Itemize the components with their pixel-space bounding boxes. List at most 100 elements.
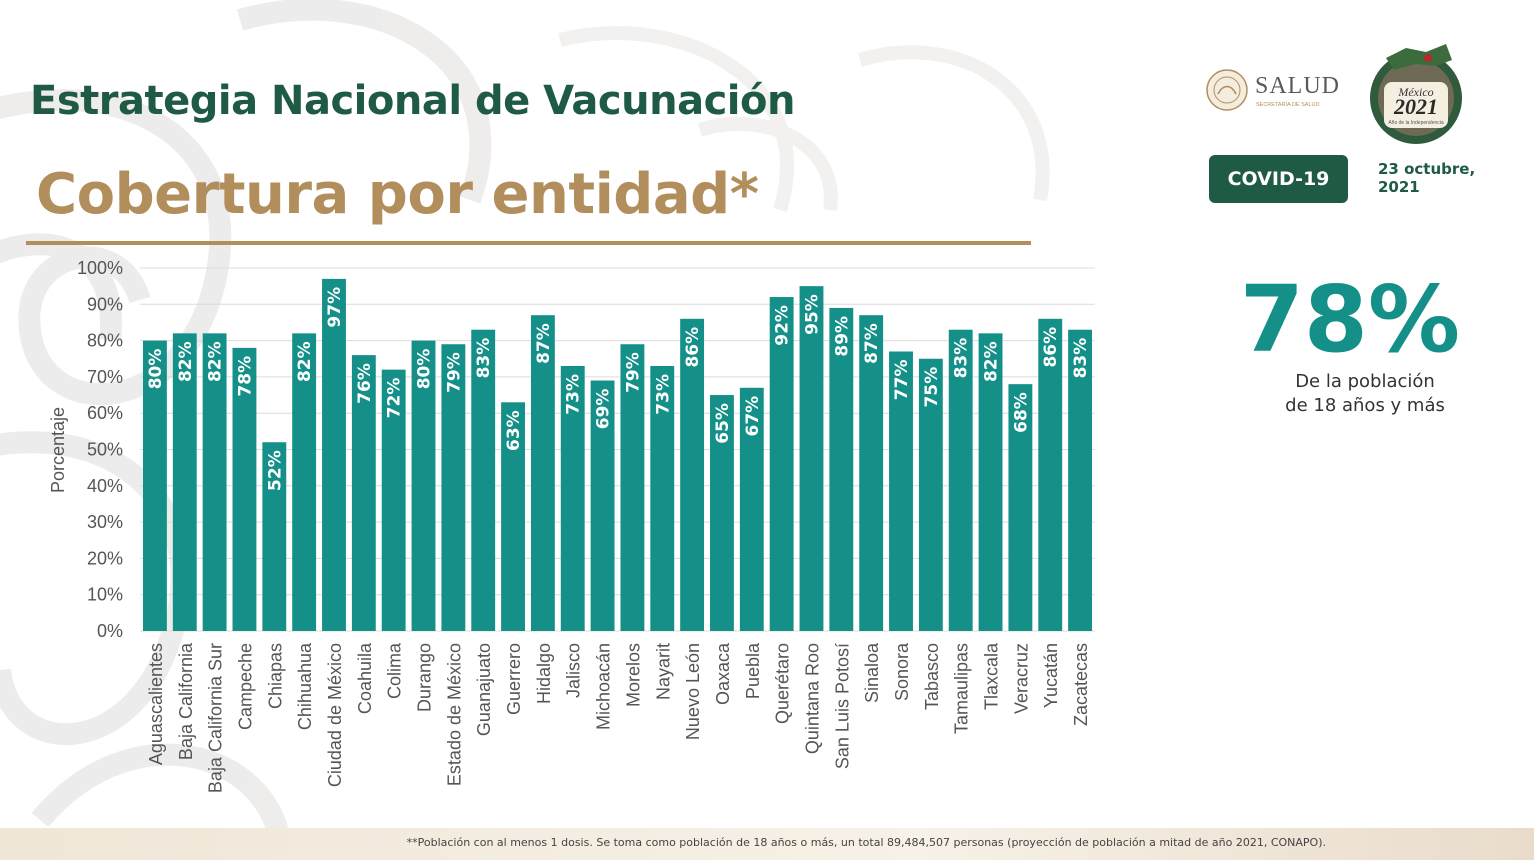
x-axis-labels: Aguascalientes Baja California Baja Califo… <box>146 642 1091 793</box>
y-tick-label: 40% <box>87 476 123 496</box>
x-tick-label: Morelos <box>623 643 643 707</box>
x-tick-label: Jalisco <box>564 643 584 698</box>
bar-value-label: 87% <box>862 323 882 364</box>
covid-19-badge: COVID-19 <box>1209 155 1348 203</box>
x-tick-label: Estado de México <box>444 643 464 786</box>
page-title: Estrategia Nacional de Vacunación <box>30 78 795 124</box>
bar-ciudad-de-méxico <box>322 278 346 631</box>
bar-san-luis-potosí <box>829 307 854 631</box>
x-tick-label: Guerrero <box>504 643 524 715</box>
y-tick-label: 60% <box>87 403 123 423</box>
national-coverage-description: De la población de 18 años y más <box>1255 370 1475 418</box>
bar-jalisco <box>560 366 585 631</box>
bar-value-label: 67% <box>743 396 763 437</box>
coverage-bar-chart: 0% 10% 20% 30% 40% 50% 60% 70% 80% 90% 100% Porcen… <box>48 258 1095 793</box>
x-tick-label: Tlaxcala <box>982 642 1002 710</box>
chart-bar-labels: 80% 82% 82% 78% 52% 82% 97% 76% 72% 80% 79% 83% 63% 8… <box>146 287 1091 491</box>
bar-campeche <box>232 347 257 631</box>
x-tick-label: Nuevo León <box>683 643 703 740</box>
x-tick-label: Sinaloa <box>862 642 882 703</box>
bar-aguascalientes <box>142 340 167 631</box>
bar-michoacán <box>590 380 615 631</box>
bar-colima <box>381 369 406 631</box>
bar-estado-de-méxico <box>441 344 466 631</box>
bar-value-label: 73% <box>653 374 673 415</box>
mexico-logo-year: 2021 <box>1393 94 1438 119</box>
y-tick-label: 90% <box>87 294 123 314</box>
background-pattern <box>0 0 1050 830</box>
bar-value-label: 75% <box>922 367 942 408</box>
y-tick-label: 0% <box>97 621 123 641</box>
x-tick-label: Querétaro <box>773 643 793 724</box>
bar-chiapas <box>262 442 287 631</box>
y-axis-ticks: 0% 10% 20% 30% 40% 50% 60% 70% 80% 90% 100% <box>77 258 123 641</box>
mexico-2021-logo: México 2021 Año de la Independencia <box>1370 44 1462 144</box>
x-tick-label: Chihuahua <box>295 642 315 730</box>
bar-puebla <box>739 387 764 631</box>
x-tick-label: Hidalgo <box>534 643 554 704</box>
bar-tamaulipas <box>948 329 973 631</box>
bar-value-label: 72% <box>385 378 405 419</box>
bar-value-label: 68% <box>1011 392 1031 433</box>
page-subtitle: Cobertura por entidad* <box>36 162 759 227</box>
x-tick-label: Aguascalientes <box>146 643 166 765</box>
bar-baja-california <box>172 333 197 631</box>
bar-value-label: 79% <box>623 352 643 393</box>
x-tick-label: Zacatecas <box>1071 643 1091 726</box>
chart-bars <box>142 278 1093 631</box>
x-tick-label: Tabasco <box>922 643 942 710</box>
bar-value-label: 86% <box>683 327 703 368</box>
x-tick-label: Yucatán <box>1041 643 1061 708</box>
bar-value-label: 89% <box>832 316 852 357</box>
x-tick-label: Quintana Roo <box>802 643 822 754</box>
x-tick-label: Nayarit <box>653 643 673 700</box>
y-tick-label: 80% <box>87 331 123 351</box>
y-tick-label: 70% <box>87 367 123 387</box>
y-tick-label: 100% <box>77 258 123 278</box>
bar-yucatán <box>1038 318 1063 631</box>
bar-value-label: 79% <box>444 352 464 393</box>
salud-logo-subtext: SECRETARÍA DE SALUD <box>1256 101 1319 108</box>
x-tick-label: Tamaulipas <box>952 643 972 734</box>
bar-tlaxcala <box>978 333 1003 631</box>
bar-querétaro <box>769 297 794 631</box>
x-tick-label: Guanajuato <box>474 643 494 736</box>
x-tick-label: Oaxaca <box>713 642 733 705</box>
x-tick-label: Campeche <box>235 643 255 730</box>
national-coverage-description-line2: de 18 años y más <box>1285 395 1445 416</box>
bar-tabasco <box>918 358 943 631</box>
bar-value-label: 76% <box>355 363 375 404</box>
bar-value-label: 63% <box>504 410 524 451</box>
bar-value-label: 87% <box>534 323 554 364</box>
report-date-line2: 2021 <box>1378 178 1420 196</box>
bar-value-label: 80% <box>415 349 435 390</box>
bar-quintana-roo <box>799 286 824 631</box>
bar-value-label: 86% <box>1041 327 1061 368</box>
x-tick-label: Sonora <box>892 642 912 701</box>
bar-chihuahua <box>292 333 317 631</box>
salud-logo-text: SALUD <box>1255 73 1340 99</box>
mexico-logo-text: México <box>1397 85 1433 99</box>
bar-value-label: 92% <box>773 305 793 346</box>
x-tick-label: Durango <box>415 643 435 712</box>
bar-sinaloa <box>859 315 884 631</box>
bar-value-label: 82% <box>295 341 315 382</box>
mexico-logo-caption: Año de la Independencia <box>1388 120 1444 126</box>
bar-value-label: 77% <box>892 359 912 400</box>
bar-value-label: 83% <box>952 338 972 379</box>
bar-guerrero <box>501 402 525 631</box>
x-tick-label: Veracruz <box>1011 643 1031 714</box>
report-date: 23 octubre, 2021 <box>1378 160 1475 196</box>
bar-value-label: 65% <box>713 403 733 444</box>
y-axis-label: Porcentaje <box>48 407 68 493</box>
bar-sonora <box>889 351 913 631</box>
bar-zacatecas <box>1068 329 1093 631</box>
y-tick-label: 20% <box>87 548 123 568</box>
y-tick-label: 30% <box>87 512 123 532</box>
footnote: **Población con al menos 1 dosis. Se tom… <box>406 836 1326 849</box>
x-tick-label: Ciudad de México <box>325 643 345 787</box>
bar-veracruz <box>1008 384 1033 631</box>
x-tick-label: Michoacán <box>594 643 614 730</box>
national-coverage-description-line1: De la población <box>1295 371 1435 392</box>
x-tick-label: Colima <box>385 642 405 699</box>
